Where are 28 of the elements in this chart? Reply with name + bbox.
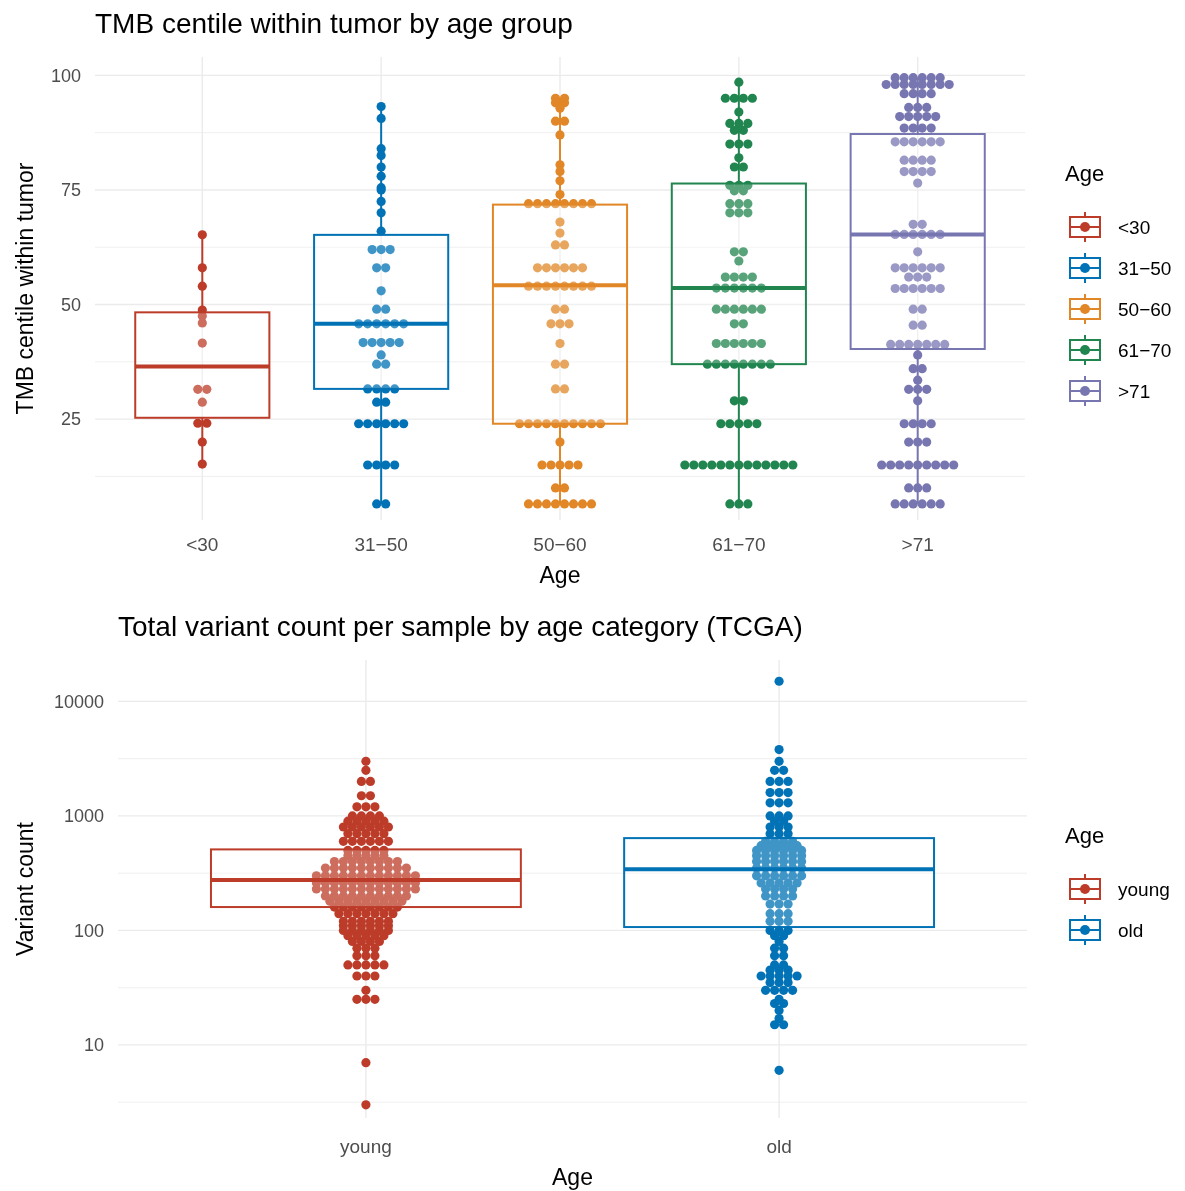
y-tick-label: 10 (83, 1035, 104, 1056)
y-axis-title: TMB centile within tumor (12, 162, 38, 415)
x-tick-label: 61−70 (712, 534, 766, 555)
x-axis-title: Age (552, 1164, 593, 1190)
legend-label: >71 (1118, 381, 1151, 402)
x-tick-label: 31−50 (354, 534, 408, 555)
y-axis-title: Variant count (12, 821, 38, 956)
legend-label: young (1118, 879, 1170, 900)
legend-label: <30 (1118, 217, 1151, 238)
y-tick-label: 100 (50, 65, 81, 86)
y-tick-label: 100 (73, 920, 104, 941)
y-tick-label: 1000 (63, 806, 104, 827)
legend-title: Age (1065, 161, 1105, 186)
y-tick-label: 50 (60, 294, 81, 315)
legend-label: 31−50 (1118, 258, 1172, 279)
x-axis-title: Age (539, 562, 581, 588)
x-tick-label: 50−60 (533, 534, 587, 555)
x-tick-label: <30 (186, 534, 219, 555)
chart-title: TMB centile within tumor by age group (95, 8, 573, 39)
legend-label: 61−70 (1118, 340, 1172, 361)
y-tick-label: 25 (60, 409, 81, 430)
chart-title: Total variant count per sample by age category (TCGA) (118, 611, 803, 642)
legend-label: old (1118, 920, 1144, 941)
legend-title: Age (1065, 823, 1105, 848)
y-tick-label: 75 (60, 180, 81, 201)
y-tick-label: 10000 (53, 691, 104, 712)
x-tick-label: >71 (901, 534, 934, 555)
legend-label: 50−60 (1118, 299, 1172, 320)
